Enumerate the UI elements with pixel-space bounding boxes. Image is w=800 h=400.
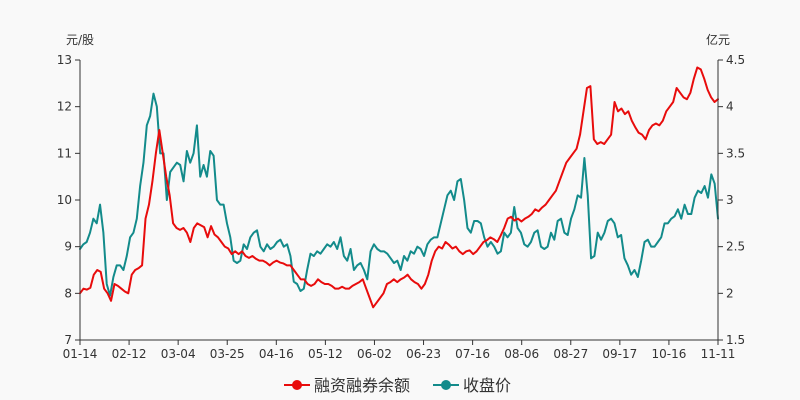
series-line-margin-balance xyxy=(79,66,719,309)
left-y-tick-label: 9 xyxy=(64,240,72,254)
right-y-tick-label: 4 xyxy=(726,100,734,114)
legend-item-margin-balance[interactable]: 融资融券余额 xyxy=(284,376,410,395)
left-y-tick-label: 7 xyxy=(64,333,72,347)
x-tick-label: 11-11 xyxy=(701,347,736,361)
legend-label-close-price: 收盘价 xyxy=(463,376,511,395)
legend-label-margin-balance: 融资融券余额 xyxy=(314,376,410,395)
right-y-tick-label: 3.5 xyxy=(726,146,745,160)
x-tick-label: 06-23 xyxy=(406,347,441,361)
legend-marker-margin-balance xyxy=(292,380,302,390)
x-tick-label: 08-06 xyxy=(504,347,539,361)
series-line-close-price xyxy=(79,92,719,297)
x-tick-label: 04-16 xyxy=(259,347,294,361)
left-y-tick-label: 11 xyxy=(57,146,72,160)
left-y-tick-label: 12 xyxy=(57,100,72,114)
x-tick-label: 10-16 xyxy=(651,347,686,361)
left-y-tick-label: 13 xyxy=(57,53,72,67)
legend: 融资融券余额 收盘价 xyxy=(284,376,511,395)
x-tick-label: 03-04 xyxy=(161,347,196,361)
x-tick-label: 01-14 xyxy=(63,347,98,361)
x-tick-label: 02-12 xyxy=(112,347,147,361)
x-tick-label: 07-16 xyxy=(455,347,490,361)
x-tick-label: 05-12 xyxy=(308,347,343,361)
right-y-tick-label: 4.5 xyxy=(726,53,745,67)
series-layer xyxy=(79,66,719,309)
x-tick-label: 09-17 xyxy=(602,347,637,361)
left-y-axis: 7 8 9 10 11 12 13 xyxy=(57,53,80,347)
right-y-tick-label: 1.5 xyxy=(726,333,745,347)
left-y-tick-label: 8 xyxy=(64,286,72,300)
left-y-tick-label: 10 xyxy=(57,193,72,207)
legend-item-close-price[interactable]: 收盘价 xyxy=(433,376,511,395)
x-axis: 01-14 02-12 03-04 03-25 04-16 05-12 06-02 06-23… xyxy=(63,340,736,361)
x-tick-label: 08-27 xyxy=(553,347,588,361)
right-y-tick-label: 2 xyxy=(726,286,734,300)
right-y-tick-label: 2.5 xyxy=(726,240,745,254)
x-tick-label: 03-25 xyxy=(210,347,245,361)
right-y-axis: 1.5 2 2.5 3 3.5 4 4.5 xyxy=(718,53,745,347)
legend-marker-close-price xyxy=(441,380,451,390)
right-axis-unit: 亿元 xyxy=(706,32,730,47)
x-tick-label: 06-02 xyxy=(357,347,392,361)
right-y-tick-label: 3 xyxy=(726,193,734,207)
left-axis-unit: 元/股 xyxy=(66,33,94,47)
